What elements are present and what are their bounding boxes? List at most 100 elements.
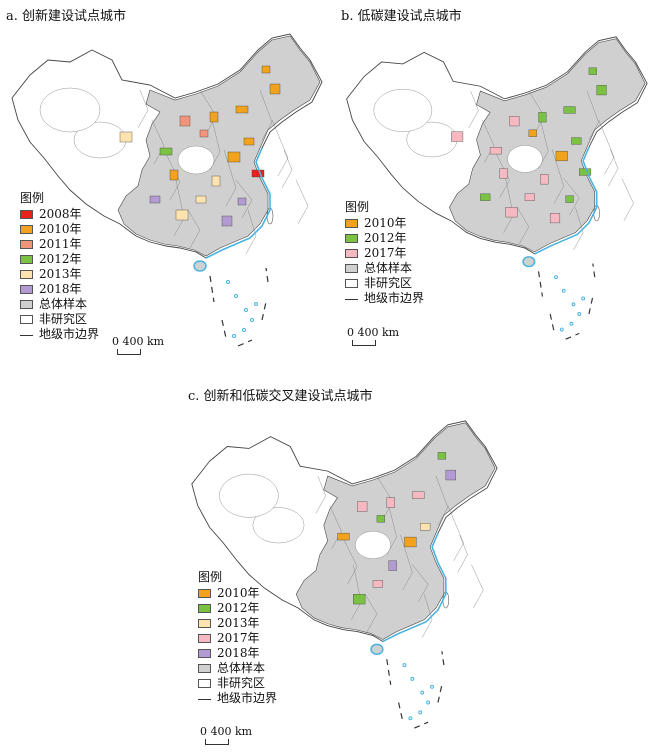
island <box>581 296 586 301</box>
pilot-city <box>563 106 576 114</box>
city-boundary <box>482 120 495 163</box>
legend-label: 2012年 <box>39 252 82 266</box>
legend-label: 2018年 <box>39 282 82 296</box>
scale-label: 0 400 km <box>200 725 253 738</box>
panel-b: b. 低碳建设试点城市 图例 2010年 2012年 2017年 总体样本 非研究区 地级… <box>325 0 650 380</box>
pilot-city <box>376 515 385 523</box>
legend: 图例 2010年 2012年 2017年 总体样本 非研究区 地级市边界 <box>345 200 424 306</box>
legend-swatch <box>345 219 358 228</box>
legend-item: 2013年 <box>198 616 277 631</box>
legend-item: 2010年 <box>345 216 424 231</box>
island <box>418 710 423 715</box>
scale-label: 0 400 km <box>112 335 165 348</box>
legend-swatch <box>20 225 33 234</box>
pilot-city <box>565 195 574 203</box>
pilot-city <box>221 215 233 227</box>
pilot-city <box>451 131 464 142</box>
pilot-city <box>199 129 209 138</box>
pilot-city <box>540 174 549 185</box>
city-boundary <box>468 91 479 129</box>
pilot-city <box>353 593 366 605</box>
legend-item: 2017年 <box>198 631 277 646</box>
pilot-city <box>524 193 535 201</box>
legend-swatch <box>20 334 33 336</box>
island <box>571 302 576 307</box>
legend-label: 地级市边界 <box>364 291 425 305</box>
pilot-city <box>489 147 502 155</box>
legend-label: 2010年 <box>364 216 407 230</box>
pilot-city <box>237 197 247 206</box>
island <box>559 327 564 332</box>
city-boundary <box>493 149 510 198</box>
pilot-city <box>555 150 568 162</box>
city-boundary <box>517 207 530 245</box>
legend-swatch <box>198 679 211 688</box>
city-boundary <box>341 535 358 585</box>
legend-item: 2012年 <box>345 231 424 246</box>
city-boundary <box>457 535 468 573</box>
pilot-city <box>445 469 456 481</box>
island <box>250 318 254 322</box>
island <box>242 328 246 332</box>
legend-label: 地级市边界 <box>217 691 278 705</box>
legend-item: 2018年 <box>198 646 277 661</box>
legend-swatch <box>198 664 211 673</box>
china-map <box>346 36 648 340</box>
panel-title: c. 创新和低碳交叉建设试点城市 <box>188 389 373 404</box>
pilot-city <box>538 112 547 123</box>
panel-c: c. 创新和低碳交叉建设试点城市 图例 2010年 2012年 2013年 2017年… <box>170 380 500 754</box>
pilot-city <box>243 137 255 146</box>
pilot-city <box>499 168 508 179</box>
city-boundary <box>608 149 619 187</box>
legend-swatch <box>345 279 358 288</box>
legend-swatch <box>198 698 211 700</box>
legend: 图例 2010年 2012年 2013年 2017年 2018年 总体样本 非研究区 地级市边… <box>198 570 277 706</box>
legend-label: 2017年 <box>217 631 260 645</box>
legend-label: 2008年 <box>39 207 82 221</box>
island <box>254 302 258 306</box>
city-boundary <box>151 119 165 165</box>
scale-label: 0 400 km <box>347 326 400 339</box>
legend-swatch <box>198 589 211 598</box>
city-boundary <box>621 178 634 222</box>
legend-swatch <box>345 298 358 300</box>
city-boundary <box>329 505 342 549</box>
hainan-island <box>370 643 384 655</box>
legend-swatch <box>20 255 33 264</box>
legend-item: 2010年 <box>198 586 277 601</box>
legend-label: 非研究区 <box>39 312 88 326</box>
city-boundary <box>271 119 289 177</box>
legend-label: 非研究区 <box>217 676 266 690</box>
pilot-city <box>437 452 447 460</box>
pilot-city <box>169 169 179 181</box>
pilot-city <box>209 111 219 123</box>
legend-swatch <box>198 649 211 658</box>
legend-item: 非研究区 <box>20 312 99 327</box>
panel-a: a. 创新建设试点城市 图例 2008年 2010年 2011年 2012年 2013年… <box>0 0 325 380</box>
pilot-city <box>235 105 249 114</box>
legend-swatch <box>345 264 358 273</box>
coastline <box>534 146 598 255</box>
pilot-city <box>596 85 607 96</box>
legend-title: 图例 <box>345 200 370 214</box>
city-boundary <box>422 594 433 638</box>
legend-item: 非研究区 <box>345 276 424 291</box>
legend-item: 2012年 <box>198 601 277 616</box>
scale-bar: 0 400 km <box>347 326 399 339</box>
city-boundary <box>281 149 293 189</box>
scale-bar-line <box>352 340 376 346</box>
pilot-city <box>269 83 281 95</box>
coastline <box>382 532 447 643</box>
legend-item: 2018年 <box>20 282 99 297</box>
legend-swatch <box>198 619 211 628</box>
pilot-city <box>227 151 241 163</box>
pilot-city <box>195 195 207 204</box>
legend-item: 地级市边界 <box>198 691 277 706</box>
pilot-city <box>505 207 518 218</box>
coastline <box>205 147 271 259</box>
south-sea-boundary <box>209 267 269 347</box>
pilot-city <box>420 523 431 531</box>
south-sea-boundary <box>537 263 596 340</box>
legend-item: 地级市边界 <box>345 291 424 306</box>
pilot-city <box>404 536 417 548</box>
